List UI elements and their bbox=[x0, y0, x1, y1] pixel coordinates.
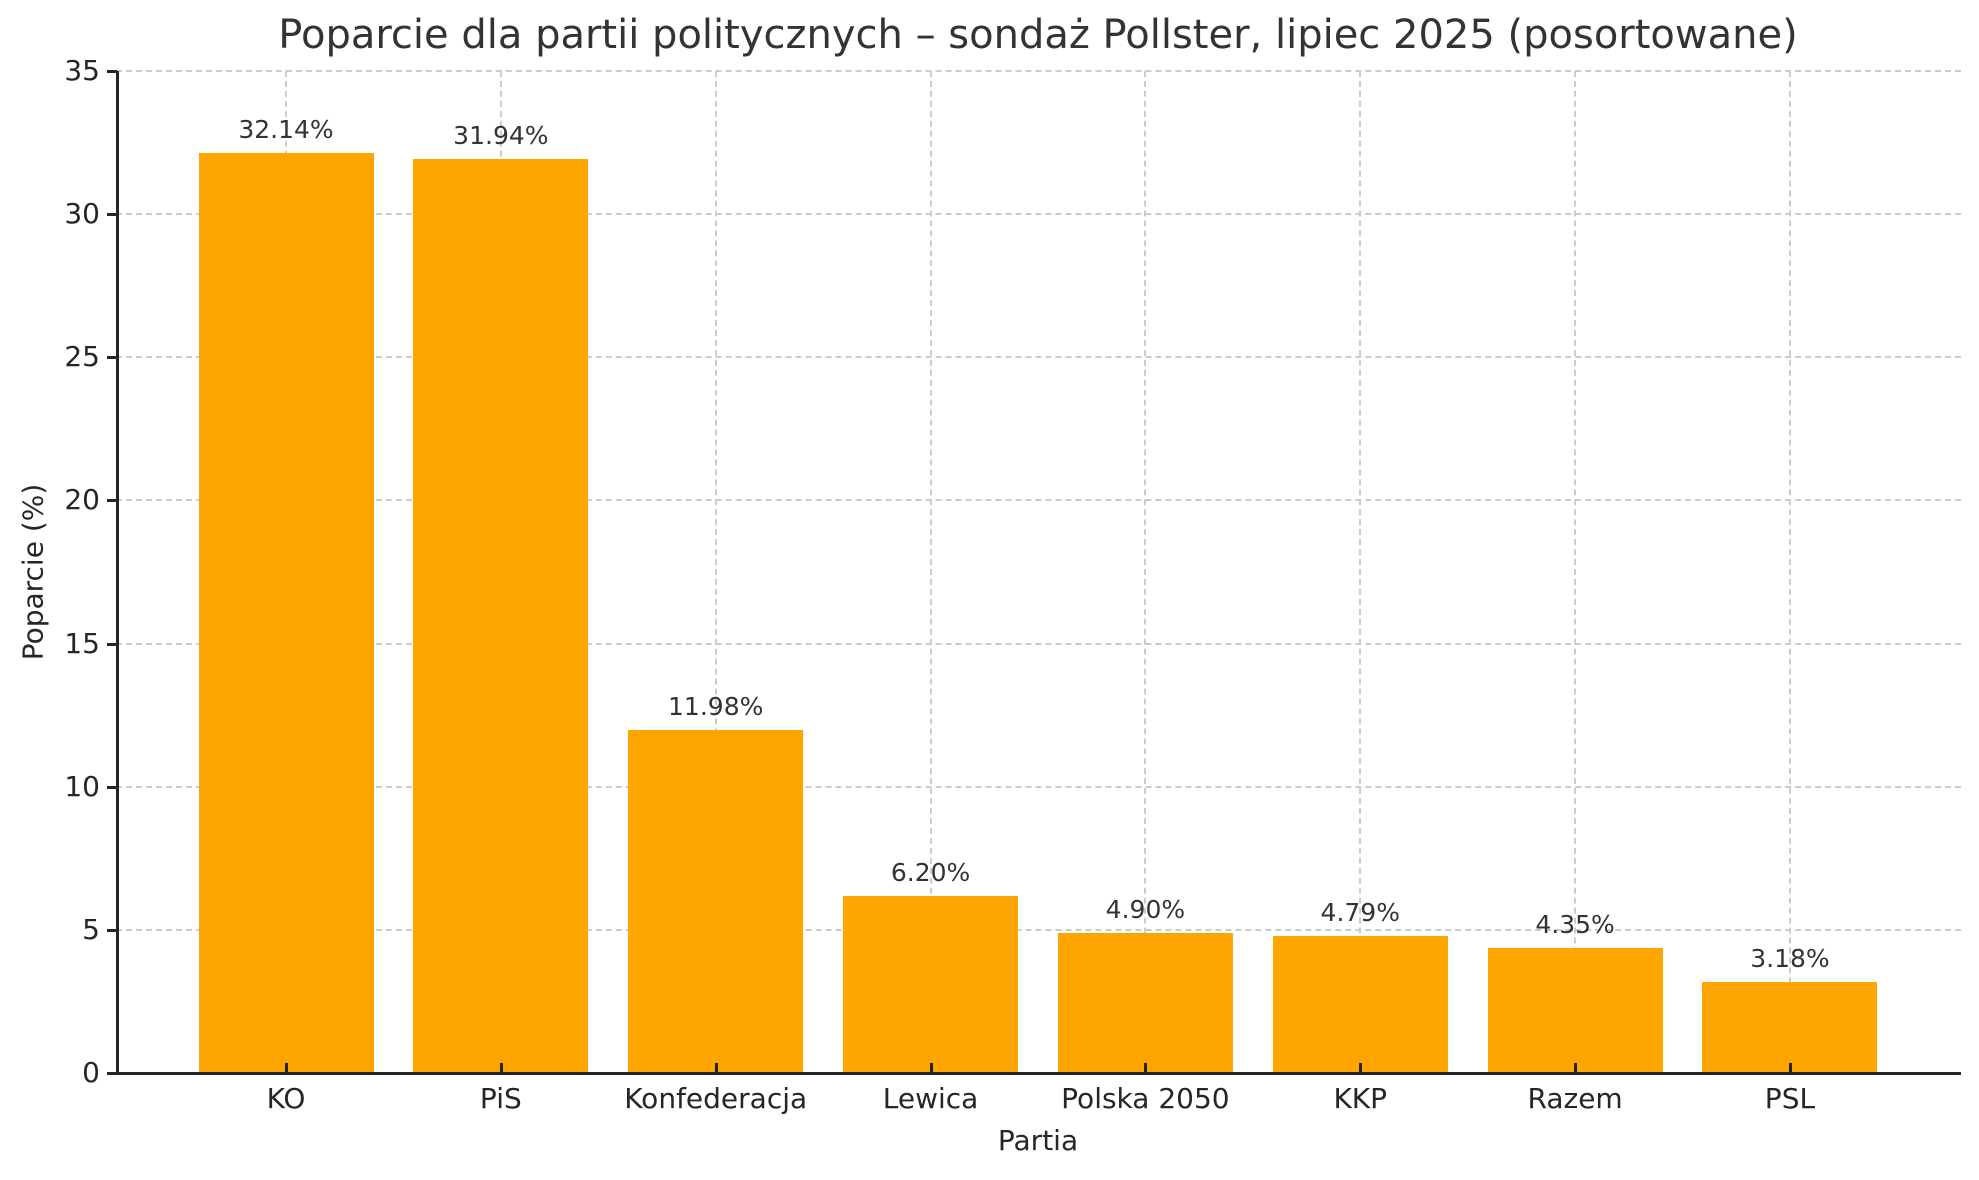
bar-kkp bbox=[1272, 935, 1448, 1073]
x-axis-line bbox=[116, 1072, 1961, 1075]
y-tick bbox=[107, 356, 117, 360]
x-axis-label: Partia bbox=[997, 1124, 1079, 1157]
y-axis-label: Poparcie (%) bbox=[16, 483, 50, 661]
v-gridline bbox=[1574, 71, 1577, 1073]
x-tick-label: Konfederacja bbox=[624, 1082, 808, 1115]
bar-razem bbox=[1487, 948, 1663, 1073]
x-tick bbox=[1574, 1063, 1578, 1073]
h-gridline bbox=[116, 642, 1961, 645]
y-tick-label: 25 bbox=[64, 340, 100, 374]
bar-konfederacja bbox=[628, 730, 804, 1073]
h-gridline bbox=[116, 785, 1961, 788]
plot-area: 32.14% 31.94% 11.98% 6.20% 4.90% 4.79% 4.35% 3.… bbox=[116, 70, 1961, 1073]
bar-value-label: 32.14% bbox=[238, 114, 334, 144]
h-gridline bbox=[116, 213, 1961, 216]
bar-value-label: 6.20% bbox=[890, 857, 971, 887]
y-tick-label: 0 bbox=[82, 1056, 100, 1089]
y-tick bbox=[107, 499, 117, 503]
h-gridline bbox=[116, 499, 1961, 502]
x-tick bbox=[1788, 1063, 1792, 1073]
h-gridline bbox=[116, 70, 1961, 72]
bar-psl bbox=[1702, 981, 1878, 1073]
v-gridline bbox=[1788, 71, 1791, 1073]
x-tick bbox=[499, 1063, 503, 1073]
x-tick-label: KO bbox=[266, 1082, 306, 1115]
h-gridline bbox=[116, 928, 1961, 931]
bar-ko bbox=[198, 152, 374, 1073]
y-tick-label: 5 bbox=[82, 912, 100, 946]
bar-lewica bbox=[843, 895, 1019, 1073]
x-tick-label: Polska 2050 bbox=[1061, 1082, 1230, 1115]
x-tick bbox=[714, 1063, 718, 1073]
chart-title: Poparcie dla partii politycznych – sonda… bbox=[278, 12, 1798, 58]
y-axis-line bbox=[116, 71, 119, 1075]
x-tick bbox=[929, 1063, 933, 1073]
bar-value-label: 4.90% bbox=[1105, 894, 1186, 924]
y-tick bbox=[107, 1072, 117, 1075]
x-tick bbox=[1144, 1063, 1148, 1073]
y-tick-label: 35 bbox=[64, 54, 100, 87]
bar-value-label: 4.35% bbox=[1535, 910, 1615, 940]
bar-value-label: 4.79% bbox=[1320, 897, 1400, 927]
y-tick-label: 30 bbox=[64, 197, 100, 231]
x-tick-label: PiS bbox=[479, 1082, 522, 1115]
y-tick-label: 10 bbox=[64, 769, 100, 803]
y-tick bbox=[107, 213, 117, 217]
v-gridline bbox=[1359, 71, 1362, 1073]
bar-pis bbox=[413, 158, 589, 1073]
v-gridline bbox=[929, 71, 932, 1073]
y-tick bbox=[107, 928, 117, 932]
x-tick-label: Lewica bbox=[882, 1082, 979, 1115]
v-gridline bbox=[1144, 71, 1147, 1073]
bar-polska-2050 bbox=[1057, 932, 1233, 1073]
x-tick-label: Razem bbox=[1527, 1082, 1623, 1115]
y-tick bbox=[107, 70, 117, 73]
x-tick-label: KKP bbox=[1333, 1082, 1388, 1115]
x-tick bbox=[285, 1063, 288, 1073]
v-gridline bbox=[714, 71, 717, 1073]
h-gridline bbox=[116, 356, 1961, 359]
y-tick bbox=[107, 785, 117, 789]
y-tick bbox=[107, 642, 117, 646]
x-tick-label: PSL bbox=[1764, 1082, 1816, 1115]
x-tick bbox=[1359, 1063, 1363, 1073]
bar-value-label: 31.94% bbox=[453, 120, 549, 150]
bar-value-label: 11.98% bbox=[668, 692, 764, 722]
y-tick-label: 15 bbox=[64, 626, 100, 660]
y-tick-label: 20 bbox=[64, 483, 100, 517]
bar-value-label: 3.18% bbox=[1750, 943, 1830, 973]
